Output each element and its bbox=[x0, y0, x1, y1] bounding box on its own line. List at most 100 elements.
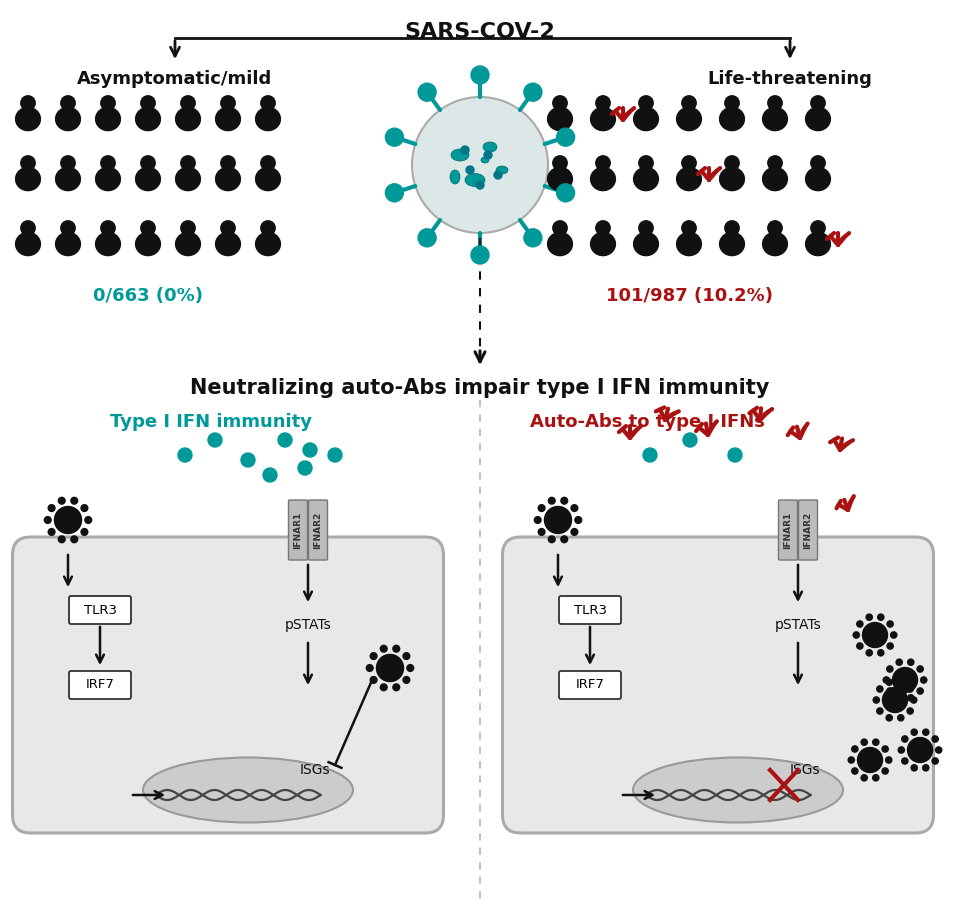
Circle shape bbox=[911, 765, 918, 771]
Text: 0/663 (0%): 0/663 (0%) bbox=[93, 287, 203, 305]
Circle shape bbox=[887, 666, 893, 672]
Ellipse shape bbox=[465, 174, 485, 186]
Circle shape bbox=[84, 517, 91, 523]
Circle shape bbox=[856, 643, 863, 649]
Ellipse shape bbox=[96, 107, 120, 130]
FancyBboxPatch shape bbox=[502, 537, 933, 833]
Ellipse shape bbox=[547, 233, 572, 255]
FancyBboxPatch shape bbox=[69, 671, 131, 699]
Circle shape bbox=[882, 688, 907, 713]
Ellipse shape bbox=[805, 107, 830, 130]
Text: Type I IFN immunity: Type I IFN immunity bbox=[110, 413, 312, 431]
Circle shape bbox=[385, 129, 403, 147]
Circle shape bbox=[221, 156, 235, 170]
Circle shape bbox=[907, 695, 914, 701]
Circle shape bbox=[241, 453, 255, 467]
Ellipse shape bbox=[56, 107, 81, 130]
Circle shape bbox=[907, 686, 913, 692]
Text: TLR3: TLR3 bbox=[573, 603, 607, 617]
Ellipse shape bbox=[255, 167, 280, 191]
Circle shape bbox=[725, 96, 739, 111]
Ellipse shape bbox=[762, 107, 787, 130]
Ellipse shape bbox=[481, 157, 489, 163]
Circle shape bbox=[263, 468, 277, 482]
Text: Life-threatening: Life-threatening bbox=[708, 70, 873, 88]
Circle shape bbox=[596, 156, 611, 170]
Ellipse shape bbox=[96, 233, 120, 255]
Circle shape bbox=[471, 246, 489, 264]
Circle shape bbox=[923, 765, 929, 771]
Text: TLR3: TLR3 bbox=[84, 603, 116, 617]
Circle shape bbox=[524, 84, 541, 102]
Circle shape bbox=[180, 96, 195, 111]
Circle shape bbox=[923, 729, 929, 735]
Text: IFNAR1: IFNAR1 bbox=[294, 512, 302, 548]
FancyBboxPatch shape bbox=[69, 596, 131, 624]
Circle shape bbox=[575, 517, 582, 523]
Circle shape bbox=[298, 461, 312, 475]
Circle shape bbox=[561, 536, 567, 543]
FancyBboxPatch shape bbox=[308, 500, 327, 560]
Circle shape bbox=[328, 448, 342, 462]
Circle shape bbox=[180, 221, 195, 236]
Circle shape bbox=[21, 96, 36, 111]
Circle shape bbox=[876, 708, 883, 714]
Circle shape bbox=[524, 229, 541, 247]
Circle shape bbox=[494, 171, 502, 179]
Text: pSTATs: pSTATs bbox=[775, 618, 822, 632]
Circle shape bbox=[548, 497, 555, 504]
Circle shape bbox=[535, 517, 541, 523]
Circle shape bbox=[21, 156, 36, 170]
Circle shape bbox=[921, 677, 926, 683]
Text: IRF7: IRF7 bbox=[576, 679, 605, 691]
FancyBboxPatch shape bbox=[289, 500, 307, 560]
Circle shape bbox=[856, 621, 863, 628]
Circle shape bbox=[866, 614, 873, 620]
Circle shape bbox=[208, 433, 222, 447]
Circle shape bbox=[907, 708, 913, 714]
Circle shape bbox=[59, 536, 65, 543]
Circle shape bbox=[419, 229, 436, 247]
Circle shape bbox=[48, 529, 55, 535]
Circle shape bbox=[141, 96, 156, 111]
Ellipse shape bbox=[762, 167, 787, 191]
Ellipse shape bbox=[590, 167, 615, 191]
Circle shape bbox=[553, 221, 567, 236]
Circle shape bbox=[461, 146, 469, 154]
Circle shape bbox=[476, 181, 484, 189]
Circle shape bbox=[371, 677, 377, 683]
Circle shape bbox=[403, 653, 410, 660]
Circle shape bbox=[887, 688, 893, 694]
Circle shape bbox=[882, 768, 888, 774]
Circle shape bbox=[873, 739, 879, 745]
Ellipse shape bbox=[216, 107, 240, 130]
Text: SARS-COV-2: SARS-COV-2 bbox=[404, 22, 556, 42]
Circle shape bbox=[725, 156, 739, 170]
Ellipse shape bbox=[547, 167, 572, 191]
Ellipse shape bbox=[450, 170, 460, 184]
Circle shape bbox=[141, 221, 156, 236]
Circle shape bbox=[936, 747, 942, 753]
Circle shape bbox=[380, 645, 387, 652]
Circle shape bbox=[407, 664, 414, 672]
Circle shape bbox=[887, 643, 893, 649]
Circle shape bbox=[728, 448, 742, 462]
Circle shape bbox=[861, 739, 867, 745]
Ellipse shape bbox=[15, 233, 40, 255]
Circle shape bbox=[55, 506, 82, 533]
Circle shape bbox=[412, 97, 548, 233]
Ellipse shape bbox=[496, 166, 508, 174]
Circle shape bbox=[898, 715, 904, 721]
Ellipse shape bbox=[255, 107, 280, 130]
Text: ISGs: ISGs bbox=[300, 763, 330, 777]
Circle shape bbox=[849, 757, 854, 763]
Circle shape bbox=[557, 129, 575, 147]
Circle shape bbox=[901, 736, 908, 742]
Ellipse shape bbox=[720, 167, 744, 191]
Ellipse shape bbox=[143, 758, 353, 823]
Ellipse shape bbox=[762, 233, 787, 255]
Text: Auto-Abs to type I IFNs: Auto-Abs to type I IFNs bbox=[530, 413, 765, 431]
Circle shape bbox=[768, 221, 782, 236]
Ellipse shape bbox=[15, 107, 40, 130]
Ellipse shape bbox=[633, 758, 843, 823]
